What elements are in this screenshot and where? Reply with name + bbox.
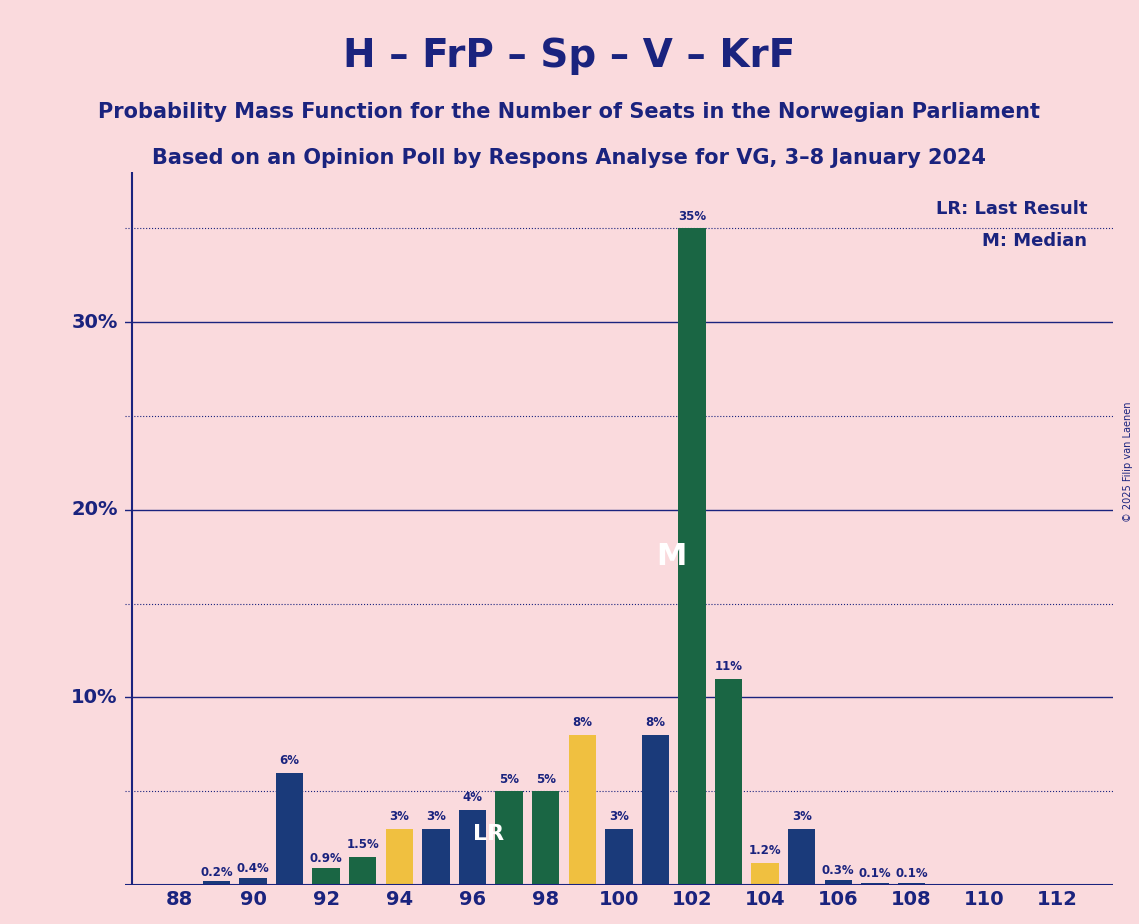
Text: 10%: 10%	[71, 688, 117, 707]
Bar	[715, 679, 743, 885]
Text: 0.3%: 0.3%	[822, 864, 854, 877]
Bar	[568, 735, 596, 885]
Text: 0.2%: 0.2%	[200, 866, 232, 879]
Bar	[898, 883, 925, 885]
Text: 35%: 35%	[678, 210, 706, 223]
Text: M: M	[657, 542, 687, 571]
Text: M: Median: M: Median	[982, 232, 1087, 250]
Text: 0.1%: 0.1%	[859, 868, 891, 881]
Text: 3%: 3%	[426, 810, 445, 823]
Text: 1.5%: 1.5%	[346, 838, 379, 851]
Text: Based on an Opinion Poll by Respons Analyse for VG, 3–8 January 2024: Based on an Opinion Poll by Respons Anal…	[153, 148, 986, 168]
Bar	[276, 772, 303, 885]
Text: Probability Mass Function for the Number of Seats in the Norwegian Parliament: Probability Mass Function for the Number…	[98, 102, 1041, 122]
Text: 5%: 5%	[535, 772, 556, 785]
Text: 6%: 6%	[279, 754, 300, 767]
Text: 11%: 11%	[714, 660, 743, 673]
Bar	[788, 829, 816, 885]
Text: 3%: 3%	[792, 810, 812, 823]
Text: 0.1%: 0.1%	[895, 868, 928, 881]
Bar	[239, 878, 267, 885]
Text: 1.2%: 1.2%	[748, 844, 781, 857]
Text: LR: LR	[474, 823, 505, 844]
Text: LR: Last Result: LR: Last Result	[935, 201, 1087, 218]
Text: 3%: 3%	[609, 810, 629, 823]
Bar	[752, 863, 779, 885]
Text: 8%: 8%	[572, 716, 592, 729]
Bar	[825, 880, 852, 885]
Text: 8%: 8%	[646, 716, 665, 729]
Text: © 2025 Filip van Laenen: © 2025 Filip van Laenen	[1123, 402, 1133, 522]
Text: 3%: 3%	[390, 810, 409, 823]
Bar	[532, 791, 559, 885]
Bar	[203, 881, 230, 885]
Bar	[386, 829, 413, 885]
Text: 0.4%: 0.4%	[237, 862, 270, 875]
Bar	[605, 829, 632, 885]
Text: 20%: 20%	[71, 500, 117, 519]
Text: H – FrP – Sp – V – KrF: H – FrP – Sp – V – KrF	[343, 37, 796, 75]
Bar	[678, 228, 706, 885]
Bar	[861, 883, 888, 885]
Text: 0.9%: 0.9%	[310, 853, 343, 866]
Text: 4%: 4%	[462, 792, 483, 805]
Bar	[423, 829, 450, 885]
Text: 30%: 30%	[72, 312, 117, 332]
Bar	[349, 857, 377, 885]
Bar	[495, 791, 523, 885]
Bar	[312, 869, 339, 885]
Bar	[641, 735, 669, 885]
Bar	[459, 810, 486, 885]
Text: 5%: 5%	[499, 772, 519, 785]
